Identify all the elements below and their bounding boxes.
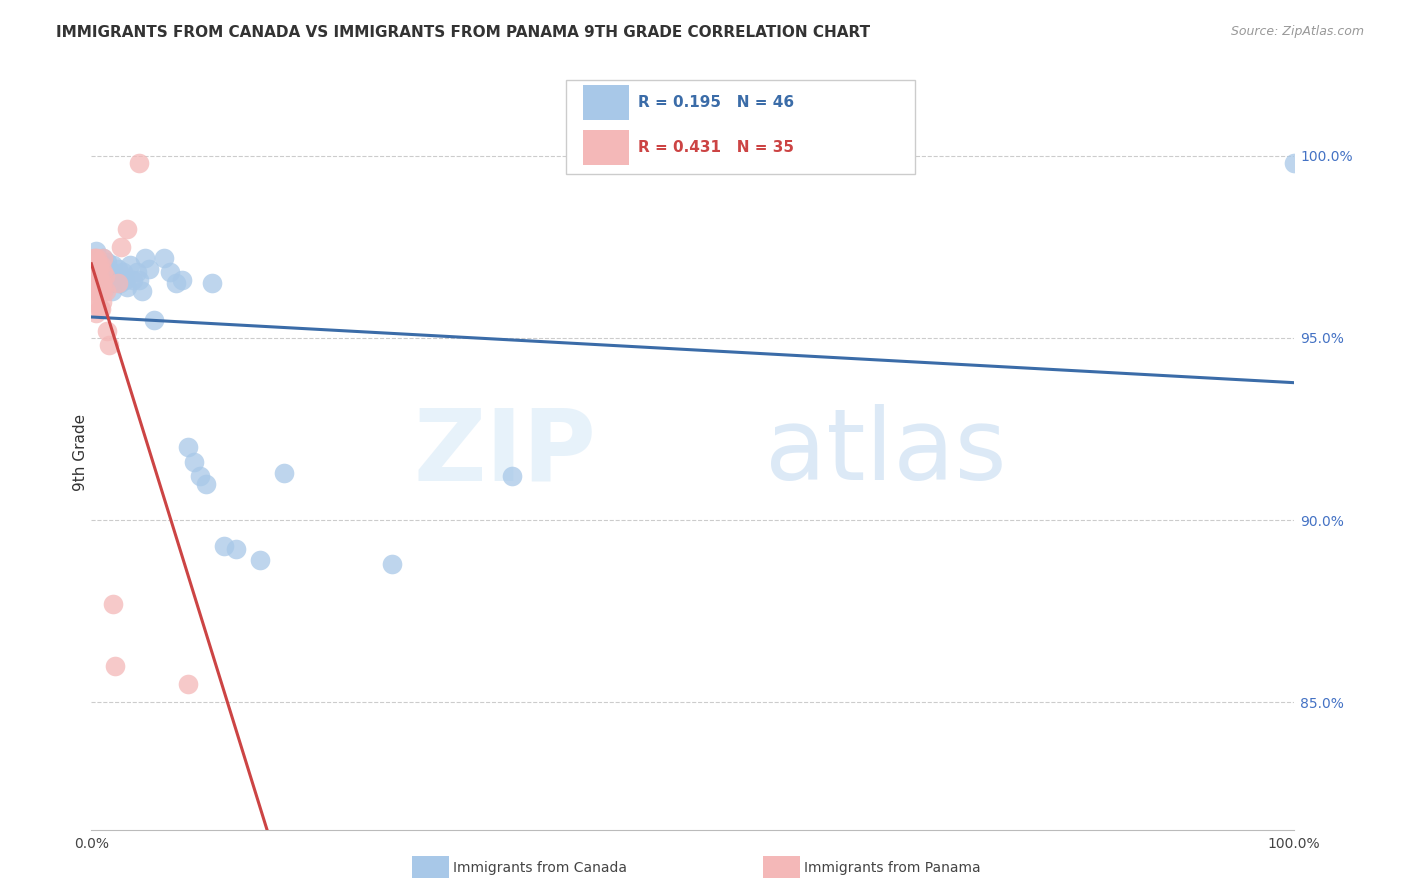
Point <box>93 251 115 265</box>
Point <box>142 313 165 327</box>
Text: R = 0.195   N = 46: R = 0.195 N = 46 <box>638 95 794 110</box>
Point <box>152 251 174 265</box>
Point <box>100 277 122 291</box>
Point <box>96 324 118 338</box>
Point <box>90 284 112 298</box>
Point <box>93 251 115 265</box>
FancyBboxPatch shape <box>567 79 915 174</box>
Point <box>501 469 523 483</box>
Point <box>86 251 108 265</box>
Point <box>110 277 132 291</box>
Point <box>93 284 115 298</box>
Point <box>273 466 295 480</box>
Point <box>98 338 121 352</box>
Point <box>107 261 129 276</box>
Point <box>83 265 105 279</box>
Point <box>84 294 107 309</box>
Point <box>91 294 114 309</box>
Point <box>90 269 112 284</box>
Point <box>90 258 112 272</box>
Point <box>176 677 198 691</box>
Point <box>225 542 247 557</box>
Point <box>87 258 110 272</box>
Point <box>93 269 115 284</box>
Point <box>101 597 124 611</box>
Point <box>188 469 211 483</box>
Point <box>96 273 118 287</box>
Point <box>91 277 114 291</box>
Point <box>86 261 108 276</box>
Point <box>381 557 404 571</box>
Point <box>194 476 217 491</box>
Point <box>1282 156 1305 170</box>
Point <box>212 539 235 553</box>
Point <box>93 258 115 272</box>
Point <box>89 277 111 291</box>
Point <box>118 258 141 272</box>
Point <box>107 277 129 291</box>
Point <box>94 265 117 279</box>
Point <box>104 269 127 284</box>
Point <box>91 277 114 291</box>
Point <box>101 284 124 298</box>
Point <box>201 277 224 291</box>
Point <box>89 301 111 316</box>
Point <box>93 265 115 279</box>
Point <box>176 440 198 454</box>
Point <box>183 455 205 469</box>
Point <box>134 251 156 265</box>
Point <box>84 277 107 291</box>
Point <box>117 280 139 294</box>
FancyBboxPatch shape <box>583 130 628 165</box>
Point <box>86 265 108 279</box>
Point <box>101 258 124 272</box>
Point <box>84 244 107 258</box>
Point <box>104 658 127 673</box>
Point <box>122 273 145 287</box>
Text: IMMIGRANTS FROM CANADA VS IMMIGRANTS FROM PANAMA 9TH GRADE CORRELATION CHART: IMMIGRANTS FROM CANADA VS IMMIGRANTS FRO… <box>56 25 870 40</box>
Point <box>83 251 105 265</box>
Point <box>84 251 107 265</box>
Point <box>111 265 134 279</box>
Point <box>138 261 160 276</box>
Point <box>87 269 110 284</box>
Point <box>84 305 107 319</box>
Point <box>159 265 181 279</box>
Text: ZIP: ZIP <box>413 404 596 501</box>
Point <box>86 294 108 309</box>
Point <box>114 273 136 287</box>
Point <box>125 265 148 279</box>
Text: Immigrants from Panama: Immigrants from Panama <box>804 861 981 875</box>
Point <box>117 221 139 235</box>
Point <box>131 284 153 298</box>
FancyBboxPatch shape <box>583 85 628 120</box>
Point <box>90 301 112 316</box>
Point <box>87 254 110 268</box>
Point <box>84 284 107 298</box>
Point <box>110 240 132 254</box>
Point <box>249 553 271 567</box>
Point <box>93 265 115 279</box>
Point <box>96 254 118 268</box>
Point <box>128 156 150 170</box>
Y-axis label: 9th Grade: 9th Grade <box>73 414 87 491</box>
Text: Immigrants from Canada: Immigrants from Canada <box>453 861 627 875</box>
Text: R = 0.431   N = 35: R = 0.431 N = 35 <box>638 140 794 155</box>
Point <box>97 269 120 284</box>
Point <box>170 273 193 287</box>
Text: atlas: atlas <box>765 404 1007 501</box>
Point <box>94 284 117 298</box>
Point <box>165 277 187 291</box>
Point <box>128 273 150 287</box>
Text: Source: ZipAtlas.com: Source: ZipAtlas.com <box>1230 25 1364 38</box>
Point <box>87 284 110 298</box>
Point <box>82 258 104 272</box>
Point <box>98 261 121 276</box>
